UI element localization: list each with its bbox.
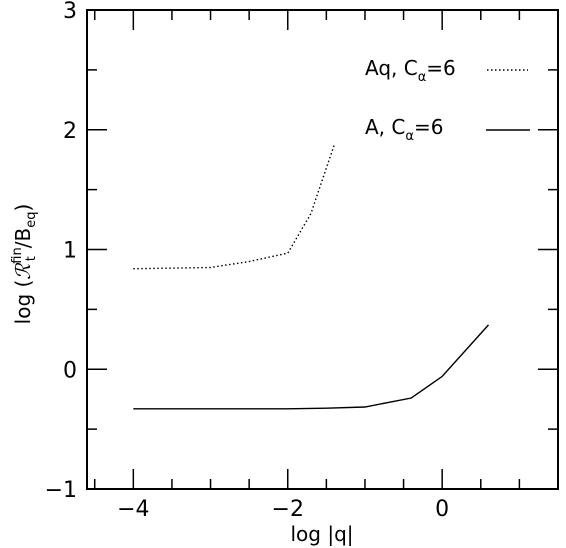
- series-lines: [133, 145, 490, 410]
- plot-frame: [86, 9, 559, 490]
- legend-label-dotted: Aq, Cα=6: [365, 56, 456, 85]
- tick-labels: −4 −2 0 −1 0 1 2 3: [45, 0, 450, 522]
- y-tick-label: 0: [63, 358, 77, 383]
- y-tick-label: 2: [63, 119, 77, 144]
- tick-marks: [87, 9, 559, 490]
- x-tick-label: −2: [272, 497, 304, 522]
- y-tick-label: 3: [63, 0, 77, 24]
- y-axis-label: log (ℛfint/Beq): [10, 204, 39, 325]
- legend: Aq, Cα=6 A, Cα=6: [365, 56, 530, 144]
- y-tick-label: 1: [63, 239, 77, 264]
- x-axis-label: log |q|: [290, 522, 353, 546]
- legend-label-solid: A, Cα=6: [365, 115, 443, 144]
- x-tick-label: 0: [435, 497, 449, 522]
- series-line-solid: [133, 324, 490, 410]
- x-tick-label: −4: [117, 497, 149, 522]
- series-line-dotted: [133, 145, 335, 270]
- y-tick-label: −1: [45, 478, 77, 503]
